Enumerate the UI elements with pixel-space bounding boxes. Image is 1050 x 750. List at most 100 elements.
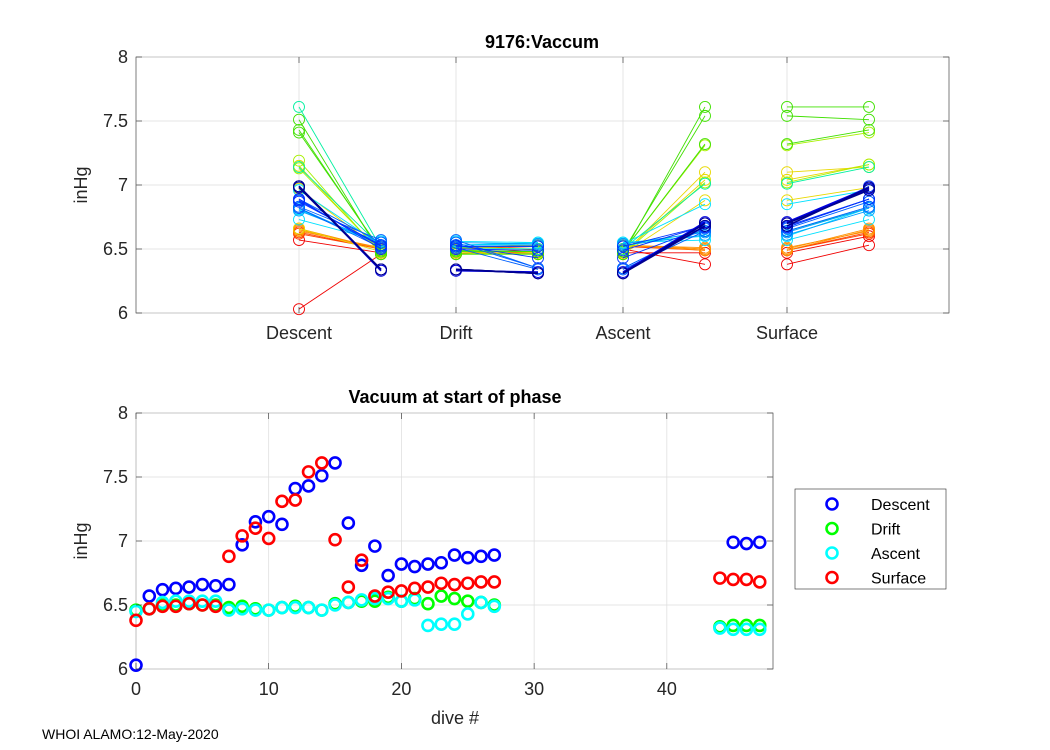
top-series-segment — [786, 201, 870, 229]
bottom-data-point — [341, 595, 356, 610]
bottom-data-point — [301, 600, 316, 615]
bottom-data-point — [288, 600, 303, 615]
top-series-segment — [786, 207, 870, 237]
top-series-end-marker — [863, 200, 875, 213]
bottom-data-point — [752, 535, 767, 550]
bottom-y-tick-label: 8 — [118, 403, 128, 423]
top-x-tick-label: Drift — [440, 323, 473, 343]
bottom-data-point — [394, 584, 409, 598]
top-x-tick-label: Descent — [266, 323, 332, 343]
bottom-data-point — [341, 580, 356, 594]
bottom-data-point — [447, 577, 462, 592]
legend-label-surface: Surface — [871, 571, 926, 588]
bottom-y-tick-label: 6 — [118, 659, 128, 679]
bottom-data-point — [726, 572, 740, 587]
bottom-data-point — [182, 580, 196, 594]
top-series-start-marker — [781, 198, 793, 211]
bottom-y-tick-label: 6.5 — [103, 595, 128, 615]
top-series-end-marker — [699, 228, 711, 241]
bottom-data-point — [434, 576, 449, 591]
bottom-series-surface — [129, 456, 767, 628]
top-series-end-marker — [699, 234, 711, 246]
top-series-start-marker — [450, 263, 462, 276]
bottom-data-point — [235, 538, 249, 552]
bottom-data-point — [142, 602, 157, 616]
bottom-series-descent — [129, 456, 767, 672]
bottom-data-point — [235, 602, 249, 616]
top-series-end-marker — [699, 194, 711, 207]
bottom-data-point — [487, 548, 502, 562]
bottom-data-point — [248, 514, 263, 529]
bottom-data-point — [248, 603, 263, 617]
top-series-segment — [298, 210, 382, 244]
bottom-data-point — [381, 568, 395, 583]
bottom-y-tick-label: 7 — [118, 531, 128, 551]
top-chart-y-ticks: 6 6.5 7 7.5 8 — [103, 47, 949, 323]
top-series-end-marker — [863, 161, 875, 174]
top-series-segment — [786, 164, 870, 183]
bottom-data-point — [752, 622, 767, 637]
top-series-start-marker — [293, 113, 305, 126]
top-series-end-marker — [863, 113, 875, 126]
bottom-data-point — [314, 468, 329, 483]
top-series-segment — [298, 198, 382, 243]
top-series-end-marker — [699, 177, 711, 190]
top-series-segment — [786, 132, 870, 146]
bottom-data-point — [155, 599, 170, 614]
bottom-data-point — [447, 617, 462, 632]
bottom-data-point — [208, 599, 223, 614]
top-series-start-marker — [781, 166, 793, 179]
top-series-segment — [622, 171, 706, 255]
top-series-start-marker — [781, 220, 793, 232]
top-series-dive-47 — [293, 180, 875, 280]
bottom-data-point — [195, 598, 210, 612]
top-series-segment — [786, 207, 870, 233]
top-series-start-marker — [781, 109, 793, 122]
top-series-dive-14 — [293, 100, 875, 261]
bottom-data-point — [328, 456, 342, 470]
bottom-data-point — [314, 603, 329, 617]
bottom-data-point — [487, 575, 502, 589]
legend-marker-drift — [825, 521, 839, 536]
top-series-start-marker — [293, 193, 305, 206]
bottom-data-point — [261, 509, 276, 524]
bottom-data-point — [726, 535, 740, 550]
top-series-segment — [622, 143, 706, 252]
top-series-end-marker — [863, 195, 875, 208]
bottom-data-point — [487, 599, 502, 614]
bottom-data-point — [421, 618, 435, 633]
top-series-segment — [786, 186, 870, 227]
top-series-end-marker — [863, 100, 875, 113]
top-series-start-marker — [293, 222, 305, 235]
bottom-data-point — [341, 516, 356, 530]
top-series-segment — [455, 247, 539, 270]
bottom-data-point — [195, 577, 210, 592]
bottom-data-point — [248, 521, 263, 536]
top-series-start-marker — [293, 213, 305, 226]
top-series-segment — [298, 253, 382, 310]
top-series-end-marker — [863, 181, 875, 194]
bottom-data-point — [222, 549, 236, 564]
top-series-end-marker — [699, 258, 711, 271]
top-series-segment — [622, 199, 706, 255]
top-series-start-marker — [293, 161, 305, 174]
top-series-segment — [455, 268, 539, 275]
top-y-tick-label: 6 — [118, 303, 128, 323]
top-series-segment — [786, 244, 870, 265]
top-series-start-marker — [293, 184, 305, 197]
top-series-segment — [455, 242, 539, 245]
top-series-end-marker — [863, 223, 875, 236]
top-series-end-marker — [532, 240, 544, 253]
bottom-chart-y-label: inHg — [71, 522, 91, 559]
bottom-chart-x-ticks: 0 10 20 30 40 — [131, 413, 677, 699]
top-series-segment — [455, 247, 539, 250]
top-y-tick-label: 7.5 — [103, 111, 128, 131]
bottom-data-point — [328, 532, 342, 547]
top-y-tick-label: 8 — [118, 47, 128, 67]
bottom-chart-y-ticks: 6 6.5 7 7.5 8 — [103, 403, 773, 679]
top-series-segment — [622, 183, 706, 250]
legend-label-descent: Descent — [871, 497, 930, 514]
bottom-data-point — [301, 465, 316, 479]
top-series-end-marker — [532, 267, 544, 280]
legend-box — [794, 488, 947, 590]
